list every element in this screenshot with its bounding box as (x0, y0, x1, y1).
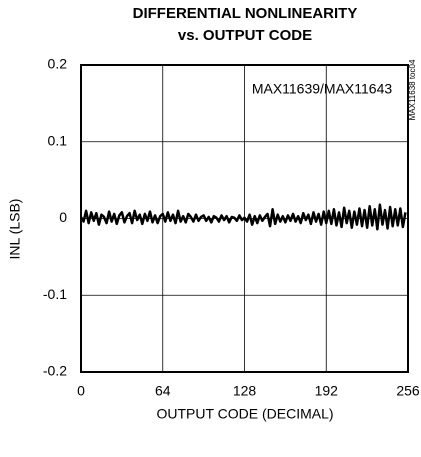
x-tick-label: 0 (77, 383, 85, 399)
x-tick-label: 192 (315, 383, 339, 399)
x-tick-label: 128 (233, 383, 257, 399)
y-tick-label: 0 (59, 209, 67, 225)
y-tick-label: 0.2 (48, 56, 68, 72)
y-tick-label: -0.2 (43, 363, 67, 379)
x-axis-label: OUTPUT CODE (DECIMAL) (156, 406, 333, 422)
chart-subtitle: vs. OUTPUT CODE (178, 27, 312, 44)
x-tick-label: 256 (396, 383, 420, 399)
annotation: MAX11639/MAX11643 (252, 81, 393, 97)
chart-title: DIFFERENTIAL NONLINEARITY (133, 5, 358, 22)
data-line (79, 203, 407, 231)
y-axis-label: INL (LSB) (7, 199, 23, 260)
y-tick-label: 0.1 (48, 132, 68, 148)
y-tick-label: -0.1 (43, 286, 67, 302)
x-tick-label: 64 (155, 383, 171, 399)
side-note: MAX11638 toc04 (408, 59, 417, 120)
